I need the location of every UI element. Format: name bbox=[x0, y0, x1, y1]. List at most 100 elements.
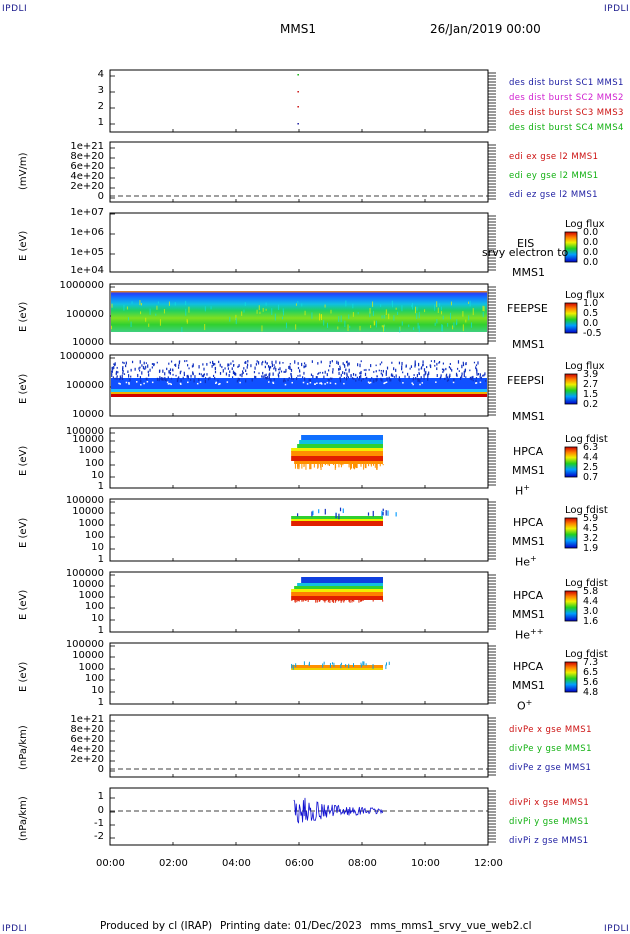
corner-label-bl: IPDLI bbox=[2, 924, 28, 934]
colorbar-p7 bbox=[564, 517, 578, 549]
y-axis-label-p11: (nPa/km) bbox=[18, 795, 29, 841]
inst-sc-p9: MMS1 bbox=[512, 679, 545, 692]
hpca-band-p6-3 bbox=[291, 448, 383, 452]
legend-p1-0: des dist burst SC1 MMS1 bbox=[509, 78, 624, 88]
x-tick-1: 02:00 bbox=[159, 858, 188, 869]
hpca-band-p6-6 bbox=[294, 461, 383, 464]
legend-p10-0: divPe x gse MMS1 bbox=[509, 725, 592, 735]
colorbar-value-p7-1: 4.5 bbox=[583, 523, 599, 534]
panel-frame-p2 bbox=[109, 141, 489, 203]
y-tick-p2-3: 4e+20 bbox=[70, 171, 104, 182]
burst-marker-1 bbox=[297, 91, 299, 93]
colorbar-value-p8-2: 3.0 bbox=[583, 606, 599, 617]
colorbar-value-p8-0: 5.8 bbox=[583, 586, 599, 597]
legend-p1-1: des dist burst SC2 MMS2 bbox=[509, 93, 624, 103]
colorbar-value-p9-2: 5.6 bbox=[583, 677, 599, 688]
inst-species-p6: H+ bbox=[515, 483, 530, 498]
y-tick-p9-3: 100 bbox=[84, 673, 104, 684]
hpca-band-p8-0 bbox=[301, 577, 383, 583]
inst-name-p5: FEEPSI bbox=[507, 373, 545, 387]
colorbar-value-p3-2: 0.0 bbox=[583, 247, 599, 258]
panel-frame-p3 bbox=[109, 212, 489, 273]
y-tick-p1-2: 2 bbox=[97, 101, 104, 112]
hpca-band-p8-5 bbox=[291, 596, 383, 600]
y-tick-p7-3: 100 bbox=[84, 530, 104, 541]
colorbar-value-p4-1: 0.5 bbox=[583, 308, 599, 319]
corner-label-tl: IPDLI bbox=[2, 4, 28, 14]
burst-marker-2 bbox=[297, 106, 299, 108]
colorbar-value-p5-2: 1.5 bbox=[583, 389, 599, 400]
colorbar-value-p6-0: 6.3 bbox=[583, 442, 599, 453]
x-tick-5: 10:00 bbox=[411, 858, 440, 869]
inst-sc-p6: MMS1 bbox=[512, 464, 545, 477]
inst-name-p6: HPCA bbox=[513, 445, 544, 458]
mission-title: MMS1 bbox=[280, 22, 316, 36]
inst-species-p8: He++ bbox=[515, 627, 544, 642]
y-tick-p10-3: 4e+20 bbox=[70, 744, 104, 755]
y-tick-p9-2: 1000 bbox=[78, 662, 104, 673]
hpca-band-p6-0 bbox=[301, 435, 383, 441]
y-tick-p8-3: 100 bbox=[84, 601, 104, 612]
x-tick-2: 04:00 bbox=[222, 858, 251, 869]
y-tick-p9-0: 100000 bbox=[65, 639, 104, 650]
colorbar-p8 bbox=[564, 590, 578, 622]
colorbar-p3 bbox=[564, 231, 578, 263]
y-tick-p11-3: -2 bbox=[94, 831, 104, 842]
y-tick-p7-1: 10000 bbox=[72, 506, 104, 517]
feepse-spectrogram bbox=[111, 291, 487, 332]
colorbar-title-p6: Log fdist bbox=[565, 434, 608, 445]
colorbar-value-p4-0: 1.0 bbox=[583, 298, 599, 309]
legend-p2-0: edi ex gse l2 MMS1 bbox=[509, 152, 599, 162]
hpca-band-p6-5 bbox=[291, 456, 383, 461]
y-tick-p5-2: 10000 bbox=[72, 409, 104, 420]
colorbar-value-p3-3: 0.0 bbox=[583, 257, 599, 268]
inst-name-p4: FEEPSE bbox=[507, 302, 548, 315]
y-tick-p10-1: 8e+20 bbox=[70, 724, 104, 735]
colorbar-value-p3-0: 0.0 bbox=[583, 227, 599, 238]
colorbar-value-p9-0: 7.3 bbox=[583, 657, 599, 668]
inst-name-p8: HPCA bbox=[513, 589, 544, 602]
colorbar-p4 bbox=[564, 302, 578, 334]
legend-p2-2: edi ez gse l2 MMS1 bbox=[509, 190, 598, 200]
y-tick-p10-4: 2e+20 bbox=[70, 754, 104, 765]
x-tick-3: 06:00 bbox=[285, 858, 314, 869]
inst-name-p9: HPCA bbox=[513, 660, 544, 673]
y-tick-p8-0: 100000 bbox=[65, 568, 104, 579]
footer-filename: mms_mms1_srvy_vue_web2.cl bbox=[370, 920, 532, 932]
hpca-band-p8-1 bbox=[297, 583, 383, 586]
inst-name-p7: HPCA bbox=[513, 516, 544, 529]
colorbar-title-p4: Log flux bbox=[565, 290, 605, 301]
panel-frame-p10 bbox=[109, 714, 489, 778]
y-tick-p6-1: 10000 bbox=[72, 434, 104, 445]
inst-desc-p3: srvy electron to bbox=[482, 246, 569, 259]
y-tick-p1-3: 1 bbox=[97, 117, 104, 128]
colorbar-title-p7: Log fdist bbox=[565, 505, 608, 516]
legend-p11-0: divPi x gse MMS1 bbox=[509, 798, 590, 808]
colorbar-value-p7-3: 1.9 bbox=[583, 543, 599, 554]
y-tick-p2-4: 2e+20 bbox=[70, 181, 104, 192]
inst-sc-p4: MMS1 bbox=[512, 338, 545, 351]
colorbar-p9 bbox=[564, 661, 578, 693]
inst-sc-p5: MMS1 bbox=[512, 410, 545, 423]
colorbar-p5 bbox=[564, 373, 578, 405]
y-tick-p8-1: 10000 bbox=[72, 579, 104, 590]
colorbar-value-p5-1: 2.7 bbox=[583, 379, 599, 390]
y-tick-p5-0: 1000000 bbox=[59, 351, 104, 362]
y-tick-p6-5: 1 bbox=[97, 481, 104, 492]
y-tick-p10-2: 6e+20 bbox=[70, 734, 104, 745]
hpca-band-p9-1 bbox=[291, 668, 383, 670]
y-axis-label-p7: E (eV) bbox=[18, 517, 29, 548]
colorbar-title-p9: Log fdist bbox=[565, 649, 608, 660]
hpca-band-p7-2 bbox=[291, 521, 383, 526]
x-tick-4: 08:00 bbox=[348, 858, 377, 869]
hpca-band-p6-1 bbox=[299, 440, 383, 444]
y-axis-label-p2: (mV/m) bbox=[18, 152, 29, 191]
colorbar-title-p3: Log flux bbox=[565, 219, 605, 230]
y-tick-p3-0: 1e+07 bbox=[70, 207, 104, 218]
y-tick-p3-1: 1e+06 bbox=[70, 227, 104, 238]
corner-label-tr: IPDLI bbox=[604, 4, 630, 14]
y-axis-label-p8: E (eV) bbox=[18, 589, 29, 620]
panel-frame-p7 bbox=[109, 498, 489, 562]
date-title: 26/Jan/2019 00:00 bbox=[430, 22, 541, 36]
